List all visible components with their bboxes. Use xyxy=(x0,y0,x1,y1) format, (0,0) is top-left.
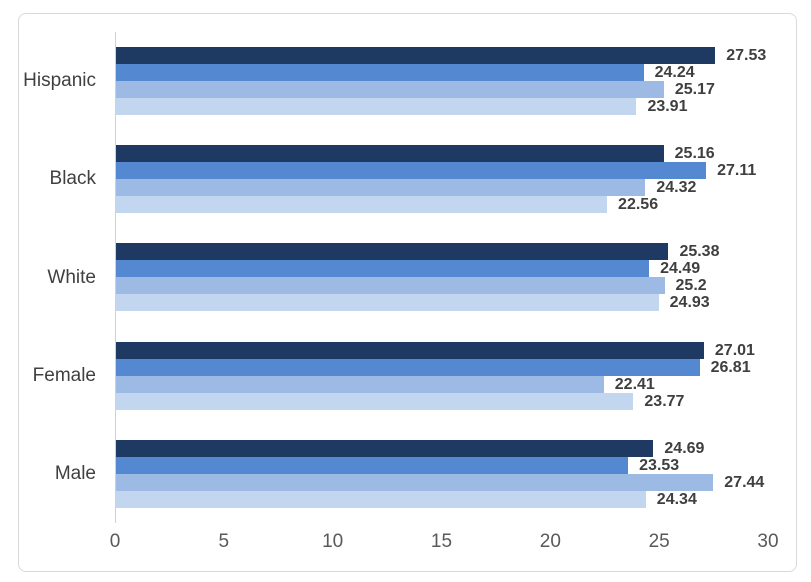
bar-male-series-1 xyxy=(116,439,654,457)
bar-value-label: 24.69 xyxy=(664,439,705,457)
bar-value-label: 22.41 xyxy=(614,375,655,393)
y-axis-line xyxy=(115,32,116,523)
category-label: Black xyxy=(49,168,96,190)
x-tick-label: 5 xyxy=(218,531,230,552)
x-tick-label: 30 xyxy=(757,531,779,552)
bar-hispanic-series-3 xyxy=(116,81,664,98)
bar-female-series-1 xyxy=(116,341,704,359)
x-tick-label: 15 xyxy=(430,531,453,552)
bar-hispanic-series-4 xyxy=(116,98,637,115)
bar-value-label: 24.34 xyxy=(656,490,697,508)
bar-value-label: 27.11 xyxy=(717,162,757,180)
bar-value-label: 26.81 xyxy=(710,358,751,376)
x-tick-label: 25 xyxy=(648,531,670,552)
bar-value-label: 24.93 xyxy=(669,294,710,312)
bar-white-series-3 xyxy=(116,277,665,295)
bar-female-series-3 xyxy=(116,375,604,393)
bar-white-series-2 xyxy=(116,260,650,278)
bar-hispanic-series-1 xyxy=(116,47,716,64)
bar-white-series-1 xyxy=(116,243,669,261)
bar-value-label: 23.77 xyxy=(644,392,685,410)
x-tick-label: 10 xyxy=(322,531,344,552)
bar-female-series-2 xyxy=(116,358,700,376)
bar-value-label: 27.01 xyxy=(714,341,755,359)
bar-black-series-2 xyxy=(116,162,707,180)
bar-female-series-4 xyxy=(116,392,634,410)
x-tick-label: 0 xyxy=(109,531,121,552)
category-label: Hispanic xyxy=(23,70,96,92)
bar-value-label: 22.56 xyxy=(618,196,659,214)
category-label: Male xyxy=(54,462,96,484)
bar-value-label: 27.44 xyxy=(724,473,765,491)
bar-value-label: 25.38 xyxy=(679,243,720,261)
bar-hispanic-series-2 xyxy=(116,64,644,81)
bar-value-label: 25.17 xyxy=(674,81,715,98)
bar-value-label: 23.91 xyxy=(647,98,688,115)
bar-value-label: 24.32 xyxy=(656,179,697,197)
bar-value-label: 27.53 xyxy=(726,47,767,64)
bar-white-series-4 xyxy=(116,294,659,312)
x-tick-label: 20 xyxy=(539,531,561,552)
bar-male-series-3 xyxy=(116,473,714,491)
category-label: White xyxy=(47,266,96,288)
bar-male-series-4 xyxy=(116,490,646,508)
bar-value-label: 23.53 xyxy=(639,456,680,474)
bar-value-label: 25.16 xyxy=(674,145,715,163)
bar-value-label: 24.24 xyxy=(654,64,695,81)
category-label: Female xyxy=(32,364,96,386)
bar-male-series-2 xyxy=(116,456,629,474)
bar-value-label: 24.49 xyxy=(660,260,701,278)
bar-black-series-4 xyxy=(116,196,608,214)
bar-black-series-1 xyxy=(116,145,664,163)
bar-value-label: 25.2 xyxy=(675,277,707,295)
bar-black-series-3 xyxy=(116,179,646,197)
